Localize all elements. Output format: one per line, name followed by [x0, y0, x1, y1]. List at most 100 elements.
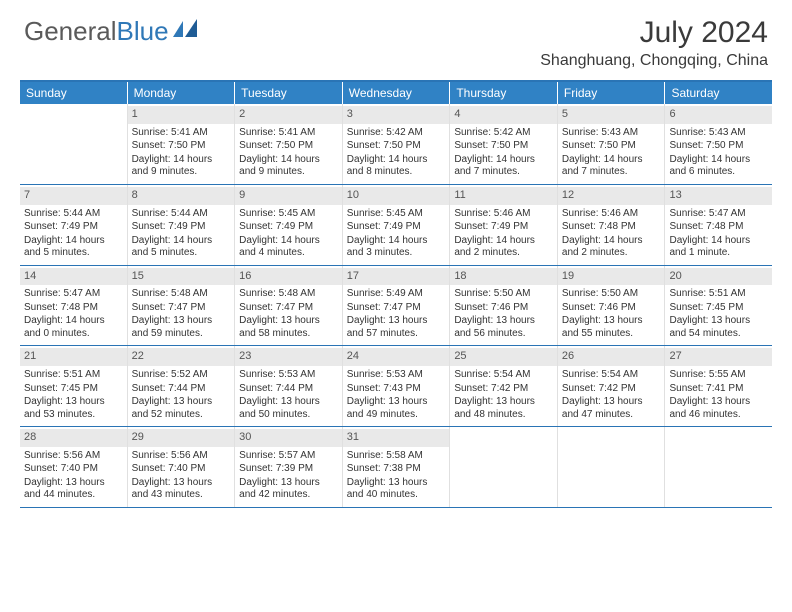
day-number: 15 [128, 268, 235, 286]
day-cell: 14 Sunrise: 5:47 AMSunset: 7:48 PMDayligh… [20, 266, 128, 346]
day-cell: 29Sunrise: 5:56 AMSunset: 7:40 PMDayligh… [128, 427, 236, 507]
week-row: 21Sunrise: 5:51 AMSunset: 7:45 PMDayligh… [20, 346, 772, 427]
day-number: 12 [558, 187, 665, 205]
day-cell: 2Sunrise: 5:41 AMSunset: 7:50 PMDaylight… [235, 104, 343, 184]
daylight-text: Daylight: 13 hours and 59 minutes. [132, 315, 231, 340]
day-number: 25 [450, 348, 557, 366]
logo-sail-icon [173, 19, 199, 37]
sunset-text: Sunset: 7:47 PM [132, 302, 231, 315]
week-row: 1Sunrise: 5:41 AMSunset: 7:50 PMDaylight… [20, 104, 772, 185]
day-cell: 17Sunrise: 5:49 AMSunset: 7:47 PMDayligh… [343, 266, 451, 346]
sunrise-text: Sunrise: 5:47 AM [669, 208, 768, 221]
day-number: 23 [235, 348, 342, 366]
day-number: 7 [20, 187, 127, 205]
day-number: 9 [235, 187, 342, 205]
day-number: 3 [343, 106, 450, 124]
week-row: 28Sunrise: 5:56 AMSunset: 7:40 PMDayligh… [20, 427, 772, 508]
daylight-text: Daylight: 14 hours and 0 minutes. [24, 315, 123, 340]
daylight-text: Daylight: 14 hours and 9 minutes. [239, 154, 338, 179]
day-cell: 3Sunrise: 5:42 AMSunset: 7:50 PMDaylight… [343, 104, 451, 184]
day-cell: 23Sunrise: 5:53 AMSunset: 7:44 PMDayligh… [235, 346, 343, 426]
sunset-text: Sunset: 7:49 PM [24, 221, 123, 234]
day-number: 11 [450, 187, 557, 205]
day-number: 22 [128, 348, 235, 366]
day-header: Saturday [665, 82, 772, 104]
day-cell: 25Sunrise: 5:54 AMSunset: 7:42 PMDayligh… [450, 346, 558, 426]
sunrise-text: Sunrise: 5:52 AM [132, 369, 231, 382]
sunrise-text: Sunrise: 5:42 AM [347, 127, 446, 140]
sunset-text: Sunset: 7:49 PM [239, 221, 338, 234]
day-number: 26 [558, 348, 665, 366]
day-header: Tuesday [235, 82, 343, 104]
sunrise-text: Sunrise: 5:44 AM [132, 208, 231, 221]
sunrise-text: Sunrise: 5:41 AM [132, 127, 231, 140]
sunset-text: Sunset: 7:43 PM [347, 383, 446, 396]
sunset-text: Sunset: 7:47 PM [239, 302, 338, 315]
day-number: 16 [235, 268, 342, 286]
daylight-text: Daylight: 13 hours and 44 minutes. [24, 477, 123, 502]
day-number: 14 [20, 268, 127, 286]
daylight-text: Daylight: 14 hours and 4 minutes. [239, 235, 338, 260]
sunset-text: Sunset: 7:39 PM [239, 463, 338, 476]
day-number: 2 [235, 106, 342, 124]
sunrise-text: Sunrise: 5:47 AM [24, 288, 123, 301]
daylight-text: Daylight: 13 hours and 58 minutes. [239, 315, 338, 340]
day-cell: 27Sunrise: 5:55 AMSunset: 7:41 PMDayligh… [665, 346, 772, 426]
day-cell: 9Sunrise: 5:45 AMSunset: 7:49 PMDaylight… [235, 185, 343, 265]
daylight-text: Daylight: 13 hours and 49 minutes. [347, 396, 446, 421]
sunrise-text: Sunrise: 5:58 AM [347, 450, 446, 463]
day-cell: 18Sunrise: 5:50 AMSunset: 7:46 PMDayligh… [450, 266, 558, 346]
location: Shanghuang, Chongqing, China [540, 52, 768, 70]
day-cell: 5Sunrise: 5:43 AMSunset: 7:50 PMDaylight… [558, 104, 666, 184]
sunset-text: Sunset: 7:44 PM [239, 383, 338, 396]
day-header: Monday [128, 82, 236, 104]
sunrise-text: Sunrise: 5:53 AM [347, 369, 446, 382]
daylight-text: Daylight: 13 hours and 52 minutes. [132, 396, 231, 421]
day-cell: 13Sunrise: 5:47 AMSunset: 7:48 PMDayligh… [665, 185, 772, 265]
sunrise-text: Sunrise: 5:50 AM [562, 288, 661, 301]
sunrise-text: Sunrise: 5:56 AM [132, 450, 231, 463]
sunset-text: Sunset: 7:40 PM [132, 463, 231, 476]
day-number: 21 [20, 348, 127, 366]
sunset-text: Sunset: 7:40 PM [24, 463, 123, 476]
sunrise-text: Sunrise: 5:51 AM [24, 369, 123, 382]
sunset-text: Sunset: 7:46 PM [562, 302, 661, 315]
sunrise-text: Sunrise: 5:41 AM [239, 127, 338, 140]
daylight-text: Daylight: 14 hours and 3 minutes. [347, 235, 446, 260]
day-header-row: SundayMondayTuesdayWednesdayThursdayFrid… [20, 82, 772, 104]
logo-word-1: General [24, 16, 117, 47]
day-cell [665, 427, 772, 507]
sunrise-text: Sunrise: 5:57 AM [239, 450, 338, 463]
sunrise-text: Sunrise: 5:50 AM [454, 288, 553, 301]
day-cell: 20Sunrise: 5:51 AMSunset: 7:45 PMDayligh… [665, 266, 772, 346]
day-cell [558, 427, 666, 507]
daylight-text: Daylight: 13 hours and 53 minutes. [24, 396, 123, 421]
sunset-text: Sunset: 7:50 PM [669, 140, 768, 153]
sunset-text: Sunset: 7:48 PM [24, 302, 123, 315]
sunset-text: Sunset: 7:45 PM [24, 383, 123, 396]
header: GeneralBlue July 2024 Shanghuang, Chongq… [0, 0, 792, 74]
day-cell: 15 Sunrise: 5:48 AMSunset: 7:47 PMDayligh… [128, 266, 236, 346]
day-number: 6 [665, 106, 772, 124]
sunrise-text: Sunrise: 5:51 AM [669, 288, 768, 301]
sunrise-text: Sunrise: 5:43 AM [669, 127, 768, 140]
sunset-text: Sunset: 7:50 PM [454, 140, 553, 153]
day-cell: 4Sunrise: 5:42 AMSunset: 7:50 PMDaylight… [450, 104, 558, 184]
daylight-text: Daylight: 14 hours and 5 minutes. [132, 235, 231, 260]
day-number: 13 [665, 187, 772, 205]
daylight-text: Daylight: 13 hours and 55 minutes. [562, 315, 661, 340]
daylight-text: Daylight: 13 hours and 42 minutes. [239, 477, 338, 502]
sunset-text: Sunset: 7:42 PM [454, 383, 553, 396]
sunrise-text: Sunrise: 5:49 AM [347, 288, 446, 301]
sunrise-text: Sunrise: 5:48 AM [132, 288, 231, 301]
daylight-text: Daylight: 13 hours and 46 minutes. [669, 396, 768, 421]
daylight-text: Daylight: 14 hours and 2 minutes. [454, 235, 553, 260]
day-cell: 6Sunrise: 5:43 AMSunset: 7:50 PMDaylight… [665, 104, 772, 184]
daylight-text: Daylight: 14 hours and 5 minutes. [24, 235, 123, 260]
day-cell: 30Sunrise: 5:57 AMSunset: 7:39 PMDayligh… [235, 427, 343, 507]
daylight-text: Daylight: 13 hours and 50 minutes. [239, 396, 338, 421]
sunset-text: Sunset: 7:50 PM [132, 140, 231, 153]
title-block: July 2024 Shanghuang, Chongqing, China [540, 16, 768, 70]
sunrise-text: Sunrise: 5:48 AM [239, 288, 338, 301]
day-cell: 24Sunrise: 5:53 AMSunset: 7:43 PMDayligh… [343, 346, 451, 426]
